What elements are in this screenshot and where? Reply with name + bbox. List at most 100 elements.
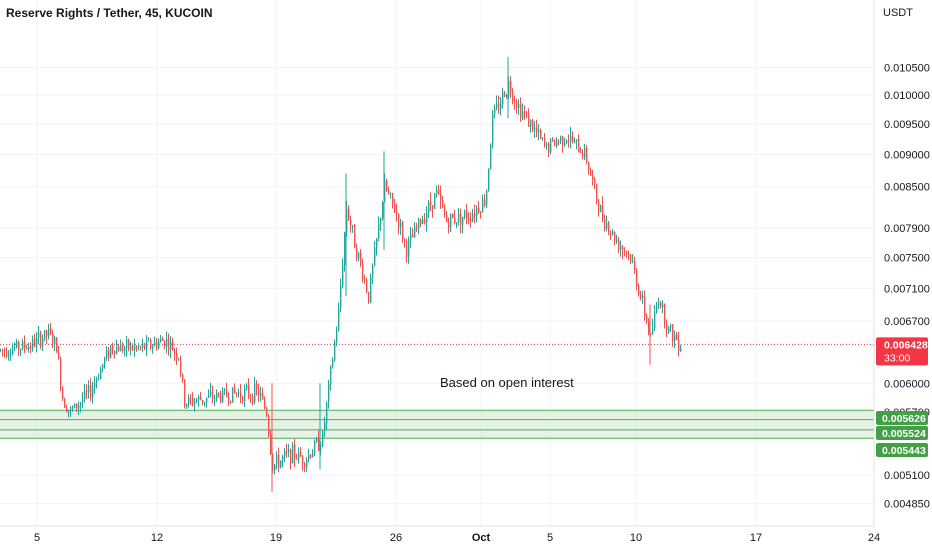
- candle: [564, 137, 566, 147]
- candle: [456, 221, 458, 228]
- current-price-value: 0.006428: [884, 339, 928, 351]
- candle: [158, 338, 160, 350]
- candle: [328, 379, 330, 409]
- candle: [516, 98, 518, 114]
- candle: [282, 454, 284, 468]
- y-tick-label: 0.009500: [884, 119, 930, 131]
- candle: [514, 95, 516, 110]
- candle: [74, 403, 76, 409]
- candle: [226, 382, 228, 398]
- candle: [344, 231, 346, 272]
- level-tag: [876, 443, 928, 457]
- candle: [104, 356, 106, 369]
- candle: [206, 397, 208, 408]
- candle: [66, 404, 68, 413]
- candle: [580, 147, 582, 154]
- candle: [406, 238, 408, 263]
- candle: [662, 300, 664, 314]
- candle: [376, 237, 378, 256]
- level-tag-value: 0.005443: [882, 445, 926, 457]
- x-tick-label: 10: [630, 532, 642, 544]
- candle: [50, 322, 52, 336]
- candle: [608, 220, 610, 236]
- candle: [182, 373, 184, 383]
- time-axis[interactable]: 5 12 19 26 Oct 5 10 17 24: [0, 525, 880, 544]
- candle: [232, 387, 234, 403]
- y-tick-label: 0.006000: [884, 378, 930, 390]
- grid-lines: [0, 0, 875, 526]
- candle: [10, 348, 12, 361]
- candle: [330, 365, 332, 391]
- candle: [178, 357, 180, 361]
- candle: [228, 392, 230, 406]
- candle: [386, 178, 388, 192]
- candle: [160, 335, 162, 343]
- candle: [470, 212, 472, 228]
- candle: [464, 209, 466, 220]
- current-price-tag: [876, 337, 928, 366]
- candle: [380, 217, 382, 231]
- candle: [202, 399, 204, 406]
- candle: [570, 126, 572, 149]
- candle: [180, 355, 182, 378]
- candle: [76, 403, 78, 413]
- candle: [150, 338, 152, 351]
- candle: [18, 340, 20, 357]
- candle: [34, 333, 36, 347]
- candle: [332, 357, 334, 369]
- candle: [492, 110, 494, 149]
- candle: [248, 378, 250, 400]
- candle: [396, 204, 398, 222]
- candle: [446, 211, 448, 223]
- candle: [118, 343, 120, 352]
- candle: [416, 222, 418, 232]
- candle: [240, 383, 242, 404]
- candle: [168, 333, 170, 356]
- candle: [308, 448, 310, 463]
- candle: [86, 384, 88, 400]
- candle: [390, 192, 392, 199]
- candle: [556, 137, 558, 149]
- candle: [112, 342, 114, 355]
- candle: [578, 134, 580, 153]
- y-tick-label: 0.004850: [884, 498, 930, 510]
- y-tick-label: 0.007900: [884, 223, 930, 235]
- level-tag: [876, 426, 928, 440]
- candle: [672, 323, 674, 347]
- candle: [400, 218, 402, 235]
- candle: [582, 148, 584, 160]
- candle: [378, 216, 380, 242]
- candle: [522, 103, 524, 121]
- candle: [436, 185, 438, 198]
- y-tick-label: 0.008500: [884, 182, 930, 194]
- candle: [434, 192, 436, 210]
- candle: [24, 335, 26, 354]
- candle: [54, 335, 56, 352]
- candle: [22, 338, 24, 351]
- candle: [428, 199, 430, 218]
- candle: [610, 230, 612, 241]
- x-tick-label: 5: [34, 532, 40, 544]
- price-axis[interactable]: 0.010500 0.010000 0.009500 0.009000 0.008500…: [873, 0, 930, 526]
- candle: [574, 137, 576, 144]
- candle: [298, 447, 300, 464]
- x-tick-label: Oct: [472, 532, 491, 544]
- candle: [550, 138, 552, 155]
- candle: [316, 436, 318, 443]
- candle: [414, 222, 416, 238]
- candle: [250, 393, 252, 404]
- candle: [68, 409, 70, 418]
- candle: [388, 186, 390, 195]
- candle: [496, 95, 498, 111]
- candle: [512, 88, 514, 105]
- candle: [634, 256, 636, 274]
- candle: [584, 143, 586, 161]
- candle: [64, 397, 66, 408]
- candle: [78, 401, 80, 416]
- candle: [656, 302, 658, 314]
- candle: [124, 345, 126, 357]
- candle: [190, 393, 192, 406]
- candle: [44, 330, 46, 342]
- candle: [230, 400, 232, 405]
